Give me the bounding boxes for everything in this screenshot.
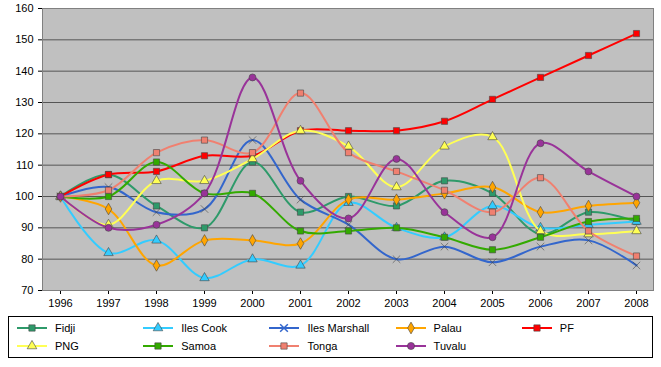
svg-text:150: 150	[15, 33, 33, 45]
html-text:PF: PF	[559, 322, 574, 334]
svg-text:2007: 2007	[576, 297, 600, 309]
svg-text:100: 100	[15, 190, 33, 202]
svg-text:1996: 1996	[48, 297, 72, 309]
svg-text:2003: 2003	[384, 297, 408, 309]
html-text:Iles Cook: Iles Cook	[181, 322, 227, 334]
svg-text:2008: 2008	[624, 297, 648, 309]
svg-text:160: 160	[15, 2, 33, 14]
svg-text:1997: 1997	[96, 297, 120, 309]
html-text:PNG: PNG	[55, 340, 79, 352]
svg-text:1998: 1998	[144, 297, 168, 309]
svg-text:80: 80	[21, 253, 33, 265]
svg-text:120: 120	[15, 127, 33, 139]
html-text:Palau: Palau	[433, 322, 462, 334]
html-text:Iles Marshall: Iles Marshall	[307, 322, 370, 334]
svg-text:2001: 2001	[288, 297, 312, 309]
svg-text:70: 70	[21, 284, 33, 296]
html-text:Fidji: Fidji	[55, 322, 76, 334]
html-text:Samoa: Samoa	[181, 340, 216, 352]
svg-text:140: 140	[15, 65, 33, 77]
svg-text:90: 90	[21, 221, 33, 233]
svg-text:1999: 1999	[192, 297, 216, 309]
svg-text:2006: 2006	[528, 297, 552, 309]
svg-text:2004: 2004	[432, 297, 456, 309]
svg-text:2000: 2000	[240, 297, 264, 309]
svg-text:2005: 2005	[480, 297, 504, 309]
svg-text:110: 110	[16, 159, 34, 171]
html-text:Tuvalu: Tuvalu	[433, 340, 467, 352]
html-text:Tonga: Tonga	[307, 340, 338, 352]
svg-text:130: 130	[15, 96, 33, 108]
svg-text:2002: 2002	[336, 297, 360, 309]
